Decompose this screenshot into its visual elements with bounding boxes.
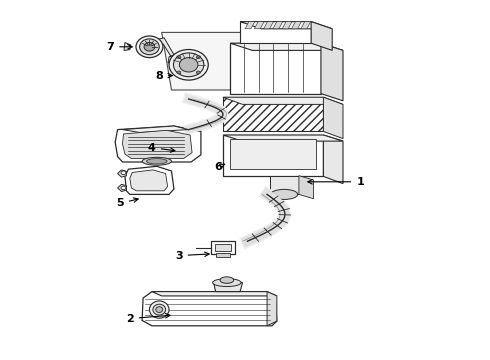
Polygon shape: [214, 283, 243, 292]
Text: 8: 8: [155, 71, 172, 81]
Ellipse shape: [144, 42, 155, 51]
Polygon shape: [216, 253, 230, 257]
Ellipse shape: [220, 277, 234, 283]
Ellipse shape: [149, 301, 169, 318]
Ellipse shape: [136, 36, 163, 58]
Polygon shape: [292, 22, 301, 29]
Polygon shape: [130, 170, 168, 191]
Ellipse shape: [177, 71, 181, 74]
Polygon shape: [230, 43, 343, 50]
Text: 4: 4: [148, 143, 175, 153]
Ellipse shape: [156, 307, 163, 312]
Polygon shape: [152, 292, 277, 296]
Polygon shape: [301, 22, 311, 29]
Polygon shape: [240, 22, 332, 29]
Polygon shape: [118, 170, 126, 177]
Ellipse shape: [153, 304, 166, 315]
Polygon shape: [223, 135, 343, 141]
Polygon shape: [323, 135, 343, 184]
Ellipse shape: [169, 50, 208, 80]
Polygon shape: [162, 32, 255, 90]
Polygon shape: [156, 38, 174, 63]
Polygon shape: [264, 22, 273, 29]
Ellipse shape: [173, 53, 204, 77]
Polygon shape: [299, 176, 314, 199]
Text: 5: 5: [116, 198, 138, 208]
Polygon shape: [273, 22, 283, 29]
Polygon shape: [125, 166, 174, 194]
Ellipse shape: [196, 71, 200, 74]
Polygon shape: [118, 184, 126, 192]
Polygon shape: [230, 139, 316, 169]
Polygon shape: [282, 22, 292, 29]
Polygon shape: [240, 22, 311, 43]
Polygon shape: [215, 244, 231, 251]
Polygon shape: [122, 130, 192, 158]
Polygon shape: [254, 22, 264, 29]
Polygon shape: [115, 126, 201, 162]
Polygon shape: [223, 97, 323, 131]
Polygon shape: [122, 126, 189, 132]
Polygon shape: [230, 43, 321, 94]
Polygon shape: [267, 292, 277, 326]
Text: 6: 6: [214, 162, 225, 172]
Ellipse shape: [140, 39, 159, 55]
Polygon shape: [223, 135, 323, 176]
Polygon shape: [211, 241, 235, 254]
Polygon shape: [124, 42, 131, 50]
Polygon shape: [142, 292, 277, 326]
Polygon shape: [270, 176, 299, 194]
Ellipse shape: [121, 171, 126, 175]
Ellipse shape: [177, 56, 181, 59]
Ellipse shape: [196, 56, 200, 59]
Ellipse shape: [147, 158, 167, 164]
Ellipse shape: [179, 58, 198, 72]
Polygon shape: [223, 97, 343, 104]
Polygon shape: [323, 97, 343, 139]
Ellipse shape: [121, 186, 126, 190]
Ellipse shape: [270, 189, 297, 199]
Ellipse shape: [142, 157, 172, 165]
Ellipse shape: [213, 279, 241, 287]
Polygon shape: [321, 43, 343, 101]
Polygon shape: [245, 22, 255, 29]
Text: 2: 2: [126, 314, 170, 324]
Text: 7: 7: [106, 42, 132, 52]
Text: 3: 3: [175, 251, 209, 261]
Text: 1: 1: [308, 177, 364, 187]
Polygon shape: [311, 22, 332, 50]
